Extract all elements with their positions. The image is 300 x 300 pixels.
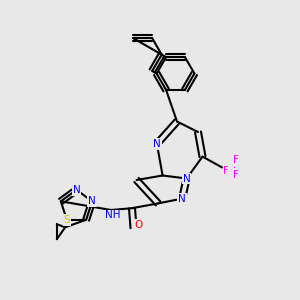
Text: O: O — [135, 220, 143, 230]
Text: NH: NH — [105, 210, 121, 220]
Text: N: N — [73, 185, 80, 195]
Text: F: F — [232, 162, 238, 172]
Text: F: F — [232, 170, 238, 180]
Text: F: F — [232, 155, 238, 165]
Text: S: S — [64, 215, 70, 225]
Text: F: F — [224, 166, 229, 176]
Text: N: N — [153, 139, 161, 149]
Text: N: N — [178, 194, 186, 204]
Text: F: F — [229, 158, 234, 168]
Text: F: F — [234, 166, 240, 176]
Text: N: N — [88, 196, 96, 206]
Text: N: N — [183, 173, 190, 184]
